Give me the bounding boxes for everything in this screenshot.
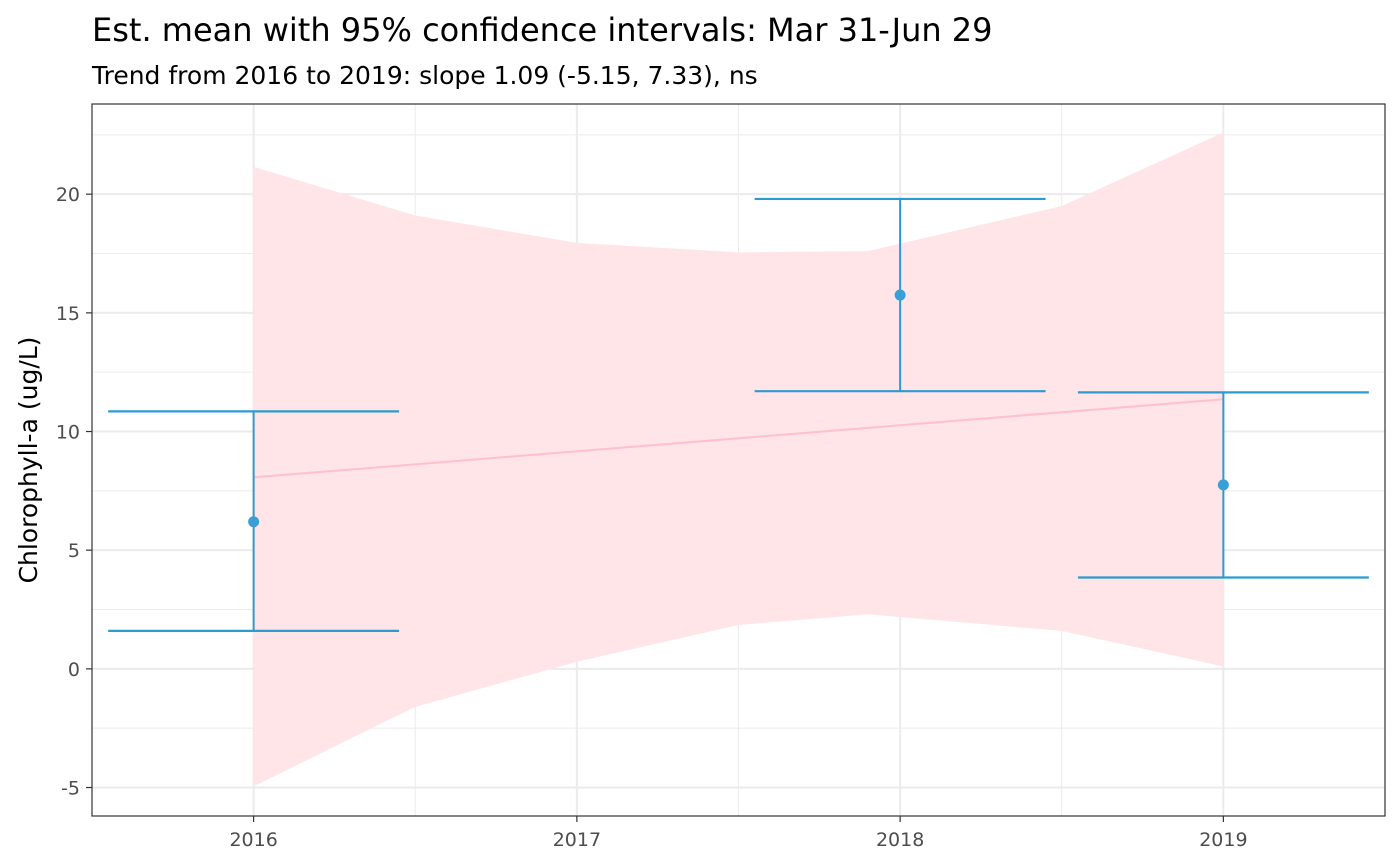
data-point-2016 xyxy=(248,516,260,528)
x-tick-label-2017: 2017 xyxy=(553,829,601,851)
plot-area: 2016 2017 2018 2019 -5 0 5 10 15 20 xyxy=(56,103,1386,851)
y-axis-label: Chlorophyll-a (ug/L) xyxy=(14,337,43,584)
y-tick-label-20: 20 xyxy=(56,184,80,206)
x-tick-label-2016: 2016 xyxy=(229,829,277,851)
y-tick-label-5: 5 xyxy=(68,540,80,562)
y-tick-label-15: 15 xyxy=(56,303,80,325)
data-point-2019 xyxy=(1217,479,1229,491)
x-tick-label-2018: 2018 xyxy=(876,829,924,851)
y-tick-label-0: 0 xyxy=(68,659,80,681)
trend-line xyxy=(253,398,1224,479)
x-tick-label-2019: 2019 xyxy=(1199,829,1247,851)
chart-title: Est. mean with 95% confidence intervals:… xyxy=(92,11,993,49)
y-tick-label--5: -5 xyxy=(61,778,80,800)
confidence-ribbon xyxy=(253,132,1224,787)
y-tick-label-10: 10 xyxy=(56,422,80,444)
panel-border xyxy=(91,103,1386,817)
data-point-2018 xyxy=(894,289,906,301)
chart-subtitle: Trend from 2016 to 2019: slope 1.09 (-5.… xyxy=(91,61,758,90)
